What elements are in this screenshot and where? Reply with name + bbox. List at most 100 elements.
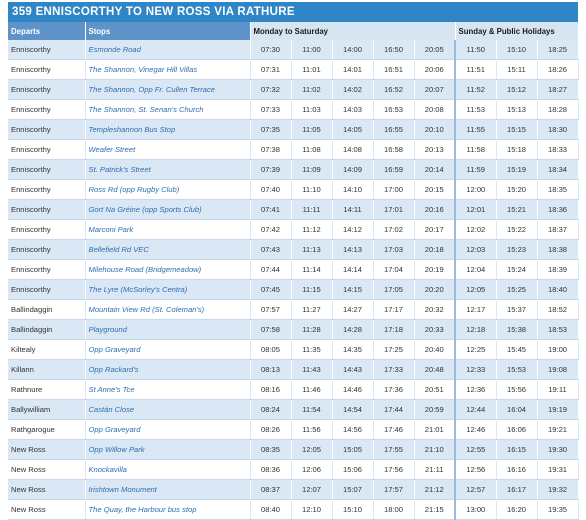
title: 359 ENNISCORTHY TO NEW ROSS VIA RATHURE <box>8 2 578 22</box>
stop-cell: The Lyre (McSorley's Centra) <box>85 279 251 300</box>
time-cell: 11:02 <box>291 79 333 100</box>
time-cell: 17:44 <box>373 399 415 420</box>
time-cell: 17:04 <box>373 259 415 280</box>
time-cell: 15:20 <box>496 179 538 200</box>
time-cell: 12:03 <box>454 239 497 260</box>
time-cell: 08:26 <box>250 419 292 440</box>
time-cell: 16:15 <box>496 439 538 460</box>
time-cell: 19:32 <box>537 479 579 500</box>
header-cell: Sunday & Public Holidays <box>455 22 579 40</box>
time-cell: 15:19 <box>496 159 538 180</box>
time-cell: 17:46 <box>373 419 415 440</box>
time-cell: 18:34 <box>537 159 579 180</box>
time-cell: 11:01 <box>291 59 333 80</box>
table-row: New Ross Knockavilla 08:36 12:06 15:06 17:56 2… <box>8 459 579 480</box>
table-row: New Ross Irishtown Monument 08:37 12:07 15:0… <box>8 479 579 500</box>
time-cell: 19:21 <box>537 419 579 440</box>
time-cell: 20:05 <box>414 40 456 60</box>
departs-cell: Enniscorthy <box>8 139 86 160</box>
time-cell: 11:10 <box>291 179 333 200</box>
time-cell: 08:16 <box>250 379 292 400</box>
time-cell: 15:56 <box>496 379 538 400</box>
time-cell: 17:36 <box>373 379 415 400</box>
time-cell: 18:53 <box>537 319 579 340</box>
stop-cell: Templeshannon Bus Stop <box>85 119 251 140</box>
departs-cell: Enniscorthy <box>8 259 86 280</box>
stop-cell: Weafer Street <box>85 139 251 160</box>
stop-cell: Ross Rd (opp Rugby Club) <box>85 179 251 200</box>
time-cell: 18:37 <box>537 219 579 240</box>
time-cell: 17:05 <box>373 279 415 300</box>
time-cell: 21:10 <box>414 439 456 460</box>
time-cell: 12:05 <box>291 439 333 460</box>
time-cell: 11:27 <box>291 299 333 320</box>
table: Departs Stops Monday to Saturday Sunday … <box>8 22 579 520</box>
time-cell: 12:00 <box>454 179 497 200</box>
time-cell: 20:14 <box>414 159 456 180</box>
time-cell: 19:30 <box>537 439 579 460</box>
time-cell: 12:57 <box>454 479 497 500</box>
time-cell: 15:24 <box>496 259 538 280</box>
time-cell: 20:10 <box>414 119 456 140</box>
time-cell: 14:02 <box>332 79 374 100</box>
stop-cell: Bellefield Rd VEC <box>85 239 251 260</box>
time-cell: 11:46 <box>291 379 333 400</box>
time-cell: 15:10 <box>496 40 538 60</box>
time-cell: 15:23 <box>496 239 538 260</box>
time-cell: 20:33 <box>414 319 456 340</box>
time-cell: 14:35 <box>332 339 374 360</box>
time-cell: 14:01 <box>332 59 374 80</box>
time-cell: 15:15 <box>496 119 538 140</box>
table-row: Ballindaggin Playground 07:58 11:28 14:28 17:… <box>8 319 579 340</box>
time-cell: 20:48 <box>414 359 456 380</box>
time-cell: 15:38 <box>496 319 538 340</box>
time-cell: 11:13 <box>291 239 333 260</box>
time-cell: 14:28 <box>332 319 374 340</box>
time-cell: 15:53 <box>496 359 538 380</box>
table-row: New Ross Opp Willow Park 08:35 12:05 15:05 17… <box>8 439 579 460</box>
table-row: Kiltealy Opp Graveyard 08:05 11:35 14:35 17:2… <box>8 339 579 360</box>
stop-cell: The Shannon, Opp Fr. Cullen Terrace <box>85 79 251 100</box>
stop-cell: Mountain View Rd (St. Coleman's) <box>85 299 251 320</box>
time-cell: 16:58 <box>373 139 415 160</box>
time-cell: 20:15 <box>414 179 456 200</box>
time-cell: 18:27 <box>537 79 579 100</box>
time-cell: 17:25 <box>373 339 415 360</box>
time-cell: 17:57 <box>373 479 415 500</box>
time-cell: 20:17 <box>414 219 456 240</box>
time-cell: 18:40 <box>537 279 579 300</box>
time-cell: 07:40 <box>250 179 292 200</box>
table-row: Enniscorthy The Shannon, Vinegar Hill Vil… <box>8 59 579 80</box>
stop-cell: The Shannon, St. Senan's Church <box>85 99 251 120</box>
time-cell: 07:39 <box>250 159 292 180</box>
stop-cell: Castán Close <box>85 399 251 420</box>
time-cell: 18:26 <box>537 59 579 80</box>
time-cell: 14:27 <box>332 299 374 320</box>
table-row: Enniscorthy Gort Na Gréine (opp Sports Cl… <box>8 199 579 220</box>
stop-cell: Irishtown Monument <box>85 479 251 500</box>
time-cell: 12:56 <box>454 459 497 480</box>
time-cell: 07:30 <box>250 40 292 60</box>
time-cell: 07:44 <box>250 259 292 280</box>
time-cell: 11:09 <box>291 159 333 180</box>
stop-cell: Gort Na Gréine (opp Sports Club) <box>85 199 251 220</box>
time-cell: 12:46 <box>454 419 497 440</box>
stop-cell: Knockavilla <box>85 459 251 480</box>
time-cell: 14:11 <box>332 199 374 220</box>
departs-cell: Rathnure <box>8 379 86 400</box>
stop-cell: Opp Rackard's <box>85 359 251 380</box>
time-cell: 11:12 <box>291 219 333 240</box>
time-cell: 08:05 <box>250 339 292 360</box>
time-cell: 20:16 <box>414 199 456 220</box>
table-body: Enniscorthy Esmonde Road 07:30 11:00 14:00 16… <box>8 40 579 520</box>
departs-cell: Ballywilliam <box>8 399 86 420</box>
time-cell: 20:20 <box>414 279 456 300</box>
time-cell: 12:06 <box>291 459 333 480</box>
departs-cell: New Ross <box>8 439 86 460</box>
time-cell: 18:28 <box>537 99 579 120</box>
header-row: Departs Stops Monday to Saturday Sunday … <box>8 22 579 40</box>
time-cell: 12:18 <box>454 319 497 340</box>
time-cell: 15:05 <box>332 439 374 460</box>
time-cell: 08:35 <box>250 439 292 460</box>
departs-cell: Enniscorthy <box>8 199 86 220</box>
